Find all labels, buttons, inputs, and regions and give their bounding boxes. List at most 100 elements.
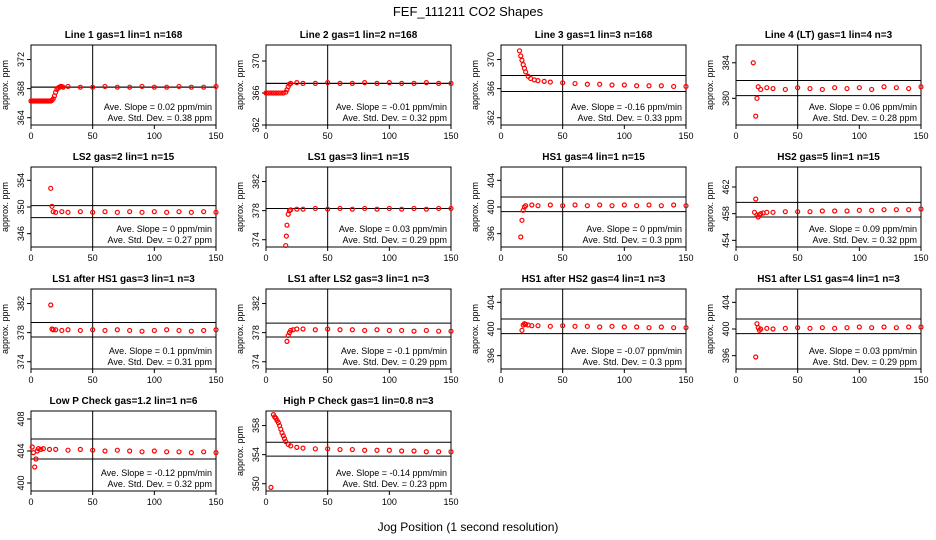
std-dev-annotation: Ave. Std. Dev. = 0.28 ppm bbox=[813, 113, 917, 123]
data-point bbox=[40, 446, 46, 452]
data-point bbox=[597, 324, 603, 330]
data-point bbox=[127, 327, 133, 334]
data-point bbox=[90, 447, 96, 453]
data-point bbox=[268, 90, 274, 96]
std-dev-annotation: Ave. Std. Dev. = 0.32 ppm bbox=[343, 113, 447, 123]
data-point bbox=[90, 84, 96, 90]
data-point bbox=[201, 209, 207, 215]
y-tick-label: 380 bbox=[721, 91, 731, 106]
data-point bbox=[283, 233, 289, 239]
y-tick-label: 462 bbox=[721, 179, 731, 194]
data-point bbox=[807, 325, 813, 331]
x-tick-label: 100 bbox=[852, 375, 867, 385]
std-dev-annotation: Ave. Std. Dev. = 0.38 ppm bbox=[108, 113, 212, 123]
data-point bbox=[102, 327, 108, 334]
data-point bbox=[634, 83, 640, 89]
y-tick-label: 396 bbox=[721, 348, 731, 363]
data-point bbox=[519, 217, 525, 223]
data-point bbox=[263, 90, 269, 96]
panel-title: HS2 gas=5 lin=1 n=15 bbox=[777, 152, 880, 163]
data-point bbox=[362, 327, 368, 334]
y-axis-label: approx. ppm bbox=[235, 304, 245, 354]
data-point bbox=[374, 206, 380, 212]
data-point bbox=[386, 79, 392, 86]
chart-panel: Line 4 (LT) gas=1 lin=4 n=3 approx. ppm 0 5… bbox=[705, 30, 929, 141]
x-tick-label: 150 bbox=[443, 131, 458, 141]
x-tick-label: 50 bbox=[323, 253, 333, 263]
y-axis-label: approx. ppm bbox=[235, 426, 245, 476]
data-point bbox=[53, 446, 59, 452]
data-point bbox=[541, 78, 547, 84]
data-point bbox=[572, 202, 578, 208]
slope-annotation: Ave. Slope = 0 ppm/min bbox=[586, 224, 682, 234]
y-tick-label: 350 bbox=[251, 476, 261, 491]
x-tick-label: 100 bbox=[382, 131, 397, 141]
data-point bbox=[46, 446, 53, 452]
data-point bbox=[807, 85, 813, 92]
data-point bbox=[436, 449, 442, 455]
data-point bbox=[906, 85, 912, 92]
x-tick-label: 100 bbox=[617, 253, 632, 263]
data-point bbox=[881, 324, 887, 330]
data-point bbox=[32, 464, 38, 470]
data-point bbox=[164, 84, 170, 90]
x-tick-label: 150 bbox=[208, 497, 223, 507]
y-axis-label: approx. ppm bbox=[235, 182, 245, 232]
data-point bbox=[265, 90, 272, 96]
y-axis-label: approx. ppm bbox=[0, 182, 10, 232]
chart-panel: Line 2 gas=1 lin=2 n=168 approx. ppm 0 50 10… bbox=[235, 30, 459, 141]
chart-panel: HS2 gas=5 lin=1 n=15 approx. ppm 0 50 100 150… bbox=[705, 152, 929, 263]
data-point bbox=[35, 446, 42, 452]
data-point bbox=[288, 207, 294, 213]
y-axis-label: approx. ppm bbox=[0, 60, 10, 110]
data-point bbox=[518, 234, 524, 240]
y-tick-label: 396 bbox=[486, 348, 496, 363]
data-point bbox=[683, 203, 689, 209]
x-tick-label: 0 bbox=[263, 497, 268, 507]
slope-annotation: Ave. Slope = 0.03 ppm/min bbox=[339, 224, 447, 234]
data-point bbox=[300, 206, 306, 212]
data-point bbox=[59, 209, 65, 215]
panel-grid: Line 1 gas=1 lin=1 n=168 approx. ppm 0 50 10… bbox=[0, 30, 929, 507]
data-point bbox=[764, 85, 770, 91]
y-tick-label: 382 bbox=[251, 296, 261, 311]
x-tick-label: 0 bbox=[263, 375, 268, 385]
data-point bbox=[53, 209, 59, 215]
data-point bbox=[102, 448, 108, 454]
data-point bbox=[560, 80, 566, 86]
plot-frame bbox=[30, 288, 217, 370]
figure-x-axis-label: Jog Position (1 second resolution) bbox=[378, 520, 559, 534]
data-point bbox=[288, 80, 294, 87]
x-tick-label: 100 bbox=[147, 375, 162, 385]
slope-annotation: Ave. Slope = -0.12 ppm/min bbox=[101, 468, 212, 478]
data-point bbox=[176, 83, 182, 90]
data-point bbox=[65, 83, 71, 90]
data-point bbox=[164, 327, 170, 333]
data-point bbox=[283, 438, 289, 445]
data-point bbox=[188, 450, 194, 456]
x-tick-label: 0 bbox=[733, 375, 738, 385]
data-point bbox=[893, 207, 899, 213]
data-point bbox=[758, 326, 764, 332]
data-point bbox=[764, 209, 770, 215]
y-axis-label: approx. ppm bbox=[705, 304, 715, 354]
data-point bbox=[362, 79, 368, 86]
data-point bbox=[411, 205, 417, 212]
data-point bbox=[770, 326, 776, 332]
data-point bbox=[399, 206, 405, 212]
y-tick-label: 346 bbox=[16, 226, 26, 241]
data-point bbox=[312, 327, 318, 333]
std-dev-annotation: Ave. Std. Dev. = 0.29 ppm bbox=[343, 235, 447, 245]
data-point bbox=[300, 326, 306, 332]
x-tick-label: 0 bbox=[733, 253, 738, 263]
data-point bbox=[621, 202, 627, 208]
y-axis-label: approx. ppm bbox=[705, 182, 715, 232]
x-tick-label: 50 bbox=[558, 375, 568, 385]
y-axis-label: approx. ppm bbox=[470, 304, 480, 354]
std-dev-annotation: Ave. Std. Dev. = 0.3 ppm bbox=[583, 357, 682, 367]
x-tick-label: 150 bbox=[913, 253, 928, 263]
data-point bbox=[671, 83, 677, 90]
data-point bbox=[856, 324, 862, 330]
data-point bbox=[127, 209, 133, 215]
data-point bbox=[176, 449, 182, 455]
